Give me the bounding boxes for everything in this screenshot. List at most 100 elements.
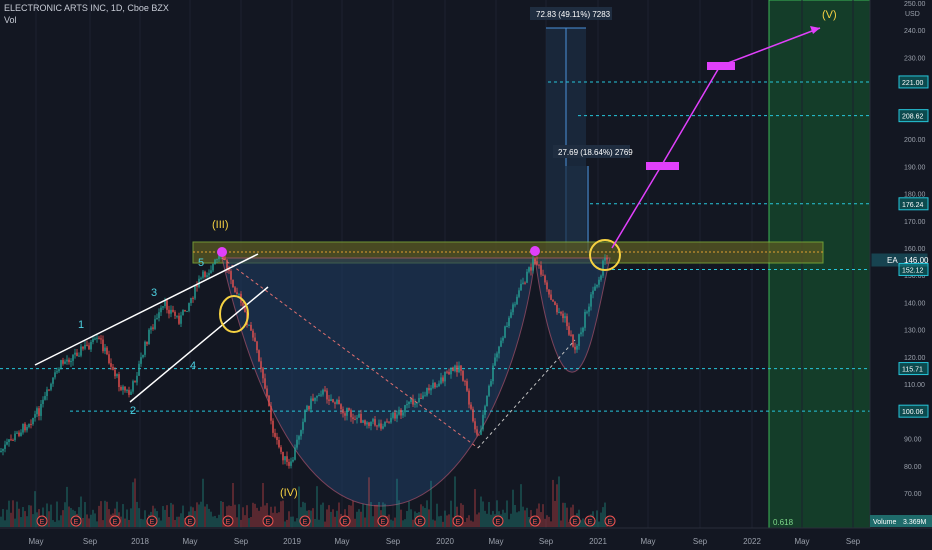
wave-label-1: 1 — [78, 319, 84, 331]
svg-text:E: E — [456, 519, 461, 526]
earnings-marker-5[interactable] — [222, 515, 234, 527]
price-tick-4: 110.00 — [904, 382, 925, 389]
time-tick-7: Sep — [386, 537, 401, 546]
svg-text:E: E — [113, 519, 118, 526]
earnings-marker-13[interactable] — [529, 515, 541, 527]
earnings-marker-8[interactable] — [339, 515, 351, 527]
measure-box-2 — [565, 166, 589, 253]
projection-path — [611, 27, 821, 249]
earnings-marker-14[interactable] — [569, 515, 581, 527]
price-tick-16: 230.00 — [904, 55, 926, 62]
earnings-marker-2[interactable] — [109, 515, 121, 527]
price-tag-value: 146.00 — [904, 256, 929, 265]
time-tick-13: Sep — [693, 537, 708, 546]
price-tag-symbol: EA — [887, 256, 898, 265]
earnings-marker-0[interactable] — [36, 515, 48, 527]
price-tick-0: 70.00 — [904, 491, 922, 498]
earnings-marker-1[interactable] — [70, 515, 82, 527]
target-box-2 — [707, 62, 735, 70]
time-tick-3: May — [182, 537, 197, 546]
price-tick-9: 160.00 — [904, 246, 926, 253]
wave-label-v: (V) — [822, 9, 837, 21]
earnings-marker-6[interactable] — [262, 515, 274, 527]
price-tick-7: 140.00 — [904, 300, 926, 307]
earnings-marker-12[interactable] — [492, 515, 504, 527]
level-tag-0: 221.00 — [902, 80, 924, 87]
level-tag-1: 208.62 — [902, 114, 924, 121]
wave-label-2: 2 — [130, 405, 136, 417]
price-tick-18: 250.00 — [904, 1, 926, 8]
svg-text:E: E — [588, 519, 593, 526]
wave-label-5: 5 — [198, 257, 204, 269]
svg-text:E: E — [496, 519, 501, 526]
wave-label-iv: (IV) — [280, 487, 298, 499]
breakdown-circle — [219, 295, 249, 333]
price-tick-1: 80.00 — [904, 464, 922, 471]
volume-tag-value: 3.369M — [903, 519, 927, 526]
time-tick-0: May — [28, 537, 43, 546]
wedge-upper — [34, 253, 259, 366]
level-tag-2: 176.24 — [902, 202, 924, 209]
time-tick-15: May — [794, 537, 809, 546]
price-tick-8: 150.00 — [904, 273, 926, 280]
level-tag-5: 100.06 — [902, 409, 924, 416]
price-tick-12: 190.00 — [904, 164, 926, 171]
price-tick-10: 170.00 — [904, 219, 926, 226]
time-tick-6: May — [334, 537, 349, 546]
svg-text:E: E — [226, 519, 231, 526]
earnings-marker-3[interactable] — [146, 515, 158, 527]
svg-text:E: E — [418, 519, 423, 526]
time-axis[interactable] — [0, 528, 932, 550]
measure-label-2: 27.69 (18.64%) 2769 — [558, 148, 633, 157]
top-marker-1 — [217, 247, 227, 257]
svg-text:E: E — [573, 519, 578, 526]
time-tick-4: Sep — [234, 537, 249, 546]
wave-label-iii: (III) — [212, 219, 229, 231]
time-tick-12: May — [640, 537, 655, 546]
time-tick-8: 2020 — [436, 537, 454, 546]
currency-label: USD — [905, 11, 920, 18]
svg-text:E: E — [343, 519, 348, 526]
svg-text:E: E — [150, 519, 155, 526]
svg-text:E: E — [381, 519, 386, 526]
level-tag-3: 152.12 — [902, 267, 924, 274]
svg-text:E: E — [40, 519, 45, 526]
earnings-marker-15[interactable] — [584, 515, 596, 527]
earnings-marker-16[interactable] — [604, 515, 616, 527]
breakout-circle — [589, 239, 621, 271]
svg-text:E: E — [533, 519, 538, 526]
time-tick-1: Sep — [83, 537, 98, 546]
level-tag-4: 115.71 — [902, 367, 923, 374]
top-marker-2 — [530, 246, 540, 256]
chart-title: ELECTRONIC ARTS INC, 1D, Cboe BZX — [4, 3, 169, 13]
fib-zone — [768, 0, 871, 529]
wave-label-3: 3 — [151, 287, 157, 299]
price-tick-11: 180.00 — [904, 192, 926, 199]
volume-legend: Vol — [4, 15, 17, 25]
wedge-lower — [129, 286, 269, 403]
svg-text:E: E — [188, 519, 193, 526]
earnings-marker-11[interactable] — [452, 515, 464, 527]
time-tick-9: May — [488, 537, 503, 546]
time-tick-2: 2018 — [131, 537, 149, 546]
svg-text:E: E — [608, 519, 613, 526]
cup-shape — [221, 257, 536, 507]
time-tick-11: 2021 — [589, 537, 607, 546]
price-tick-2: 90.00 — [904, 437, 922, 444]
earnings-marker-7[interactable] — [299, 515, 311, 527]
earnings-marker-4[interactable] — [184, 515, 196, 527]
earnings-marker-9[interactable] — [377, 515, 389, 527]
time-tick-5: 2019 — [283, 537, 301, 546]
wave-label-4: 4 — [190, 360, 196, 372]
measure-label-1: 72.83 (49.11%) 7283 — [536, 10, 611, 19]
volume-tag-label: Volume — [873, 519, 896, 526]
svg-text:E: E — [266, 519, 271, 526]
earnings-marker-10[interactable] — [414, 515, 426, 527]
price-tick-17: 240.00 — [904, 28, 926, 35]
fib-label: 0.618 — [773, 518, 794, 527]
time-tick-10: Sep — [539, 537, 554, 546]
svg-text:E: E — [74, 519, 79, 526]
target-box-1 — [646, 162, 679, 170]
